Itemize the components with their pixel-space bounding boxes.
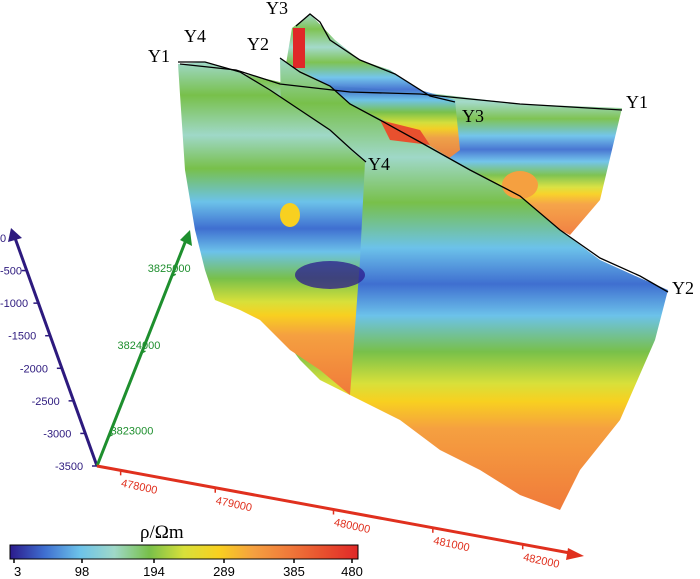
label-Y3-start: Y3: [266, 0, 288, 18]
colorbar-tick-label: 480: [341, 564, 363, 579]
colorbar-ticks: 3 98 194 289 385 480: [13, 559, 363, 579]
anomaly-red-top: [293, 28, 305, 68]
elevation-ticks: 0 -500 -1000 -1500 -2000 -2500 -3000 -3500: [0, 233, 97, 473]
northing-tick-mark: [108, 433, 113, 438]
elevation-tick-label: 0: [0, 233, 6, 245]
northing-axis-arrow: [180, 230, 192, 246]
elevation-tick-label: -2500: [32, 396, 60, 408]
northing-tick-mark: [141, 350, 146, 354]
surface-trace-Y1: [179, 63, 623, 111]
colorbar-tick-label: 194: [143, 564, 165, 579]
label-Y2-end: Y2: [672, 278, 694, 298]
easting-tick-label: 481000: [432, 535, 470, 554]
elevation-tick-label: -1000: [0, 298, 28, 310]
anomaly-yellow-1: [280, 203, 300, 227]
surface-trace-Y2: [279, 57, 669, 293]
colorbar-tick-label: 289: [213, 564, 235, 579]
resistivity-sections: [178, 13, 669, 510]
colorbar-ramp: [9, 544, 359, 560]
northing-tick-label: 3824000: [118, 340, 161, 352]
colorbar-title: ρ/Ωm: [140, 522, 184, 543]
easting-tick-label: 480000: [333, 517, 371, 536]
easting-tick-label: 478000: [120, 478, 158, 497]
section-Y3: [280, 14, 460, 165]
surface-trace-Y3: [295, 13, 456, 103]
colorbar-tick-label: 98: [75, 564, 89, 579]
section-Y4: [178, 62, 365, 395]
elevation-axis-arrow: [8, 228, 22, 242]
label-Y1-end: Y1: [626, 92, 648, 112]
label-Y4-start: Y4: [184, 26, 206, 46]
profile-labels: Y1 Y4 Y2 Y3 Y3 Y1 Y4 Y2: [148, 0, 694, 298]
label-Y1-start: Y1: [148, 46, 170, 66]
label-Y2-start: Y2: [247, 34, 269, 54]
colorbar: ρ/Ωm 3 98 194 289 385 480: [9, 522, 363, 579]
northing-tick-mark: [171, 273, 177, 277]
easting-tick-label: 479000: [215, 495, 253, 514]
label-Y4-end: Y4: [368, 154, 390, 174]
easting-tick-label: 482000: [522, 551, 560, 570]
anomaly-yellow-2: [502, 171, 538, 199]
elevation-tick-label: -3000: [43, 428, 71, 440]
easting-axis-arrow: [566, 548, 584, 560]
colorbar-tick-label: 385: [283, 564, 305, 579]
label-Y3-end: Y3: [462, 106, 484, 126]
elevation-tick-label: -500: [0, 266, 22, 278]
surface-trace-Y4: [178, 61, 367, 163]
colorbar-tick-label: 3: [14, 564, 21, 579]
anomaly-blue-1: [295, 261, 365, 289]
elevation-tick-label: -1500: [8, 331, 36, 343]
section-Y2: [280, 58, 668, 510]
northing-tick-label: 3825000: [148, 263, 191, 275]
elevation-tick-label: -2000: [20, 363, 48, 375]
elevation-axis-line: [13, 237, 99, 467]
northing-tick-label: 3823000: [111, 426, 154, 438]
elevation-tick-label: -3500: [55, 461, 83, 473]
northing-ticks: 3823000 3824000 3825000: [108, 263, 191, 438]
